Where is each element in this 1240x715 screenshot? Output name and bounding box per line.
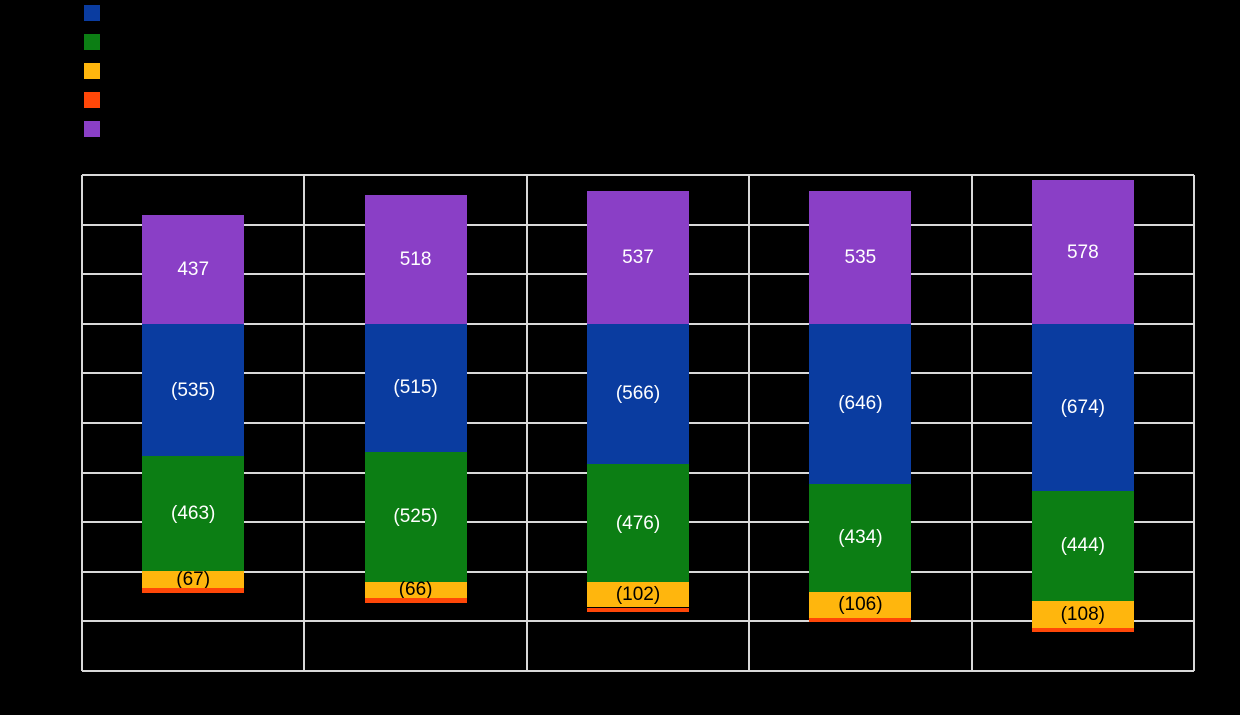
bar-value-label: (102) (615, 584, 661, 606)
legend-swatch-orange-red-icon (84, 92, 100, 108)
bar-segment-orange-red (142, 587, 245, 593)
bar-segment-orange-red (587, 607, 689, 612)
bar-segment-green: (444) (1031, 490, 1134, 602)
bar-segment-orange-red (1031, 627, 1134, 633)
bar-segment-amber: (102) (587, 582, 689, 608)
bar-value-label: (476) (615, 512, 661, 534)
bar-segment-green: (476) (587, 464, 689, 583)
bar-segment-orange-red (364, 598, 467, 603)
gridline-vertical (81, 175, 83, 671)
legend-item-blue (84, 5, 108, 21)
bar-segment-orange-red (809, 617, 912, 623)
bar-segment-purple: 537 (587, 190, 689, 324)
bar-segment-green: (525) (364, 451, 467, 582)
bar-value-label: 537 (622, 246, 654, 268)
bar-segment-amber: (66) (364, 579, 467, 601)
bar-value-label: (646) (838, 393, 883, 415)
bar-value-label: (444) (1060, 535, 1105, 557)
bar-value-label: (66) (398, 579, 433, 601)
legend-item-orange-red (84, 92, 108, 108)
bar-segment-purple: 578 (1031, 180, 1134, 324)
bar-segment-blue: (515) (364, 323, 467, 452)
plot-area: (535) (463) (67) 437 (515) (525) (66) 518 (566) (… (81, 174, 1195, 672)
bar-segment-purple: 518 (364, 195, 467, 324)
gridline-horizontal (82, 174, 1194, 176)
gridline-vertical (748, 175, 750, 671)
bar-segment-purple: 535 (809, 191, 912, 324)
legend (84, 5, 108, 150)
bar-value-label: (434) (838, 527, 883, 549)
legend-swatch-blue-icon (84, 5, 100, 21)
bar-value-label: 535 (844, 246, 877, 268)
bar-value-label: (515) (393, 377, 438, 399)
legend-swatch-green-icon (84, 34, 100, 50)
gridline-vertical (526, 175, 528, 671)
bar-segment-blue: (674) (1031, 323, 1134, 491)
bar-value-label: (525) (393, 506, 438, 528)
legend-item-purple (84, 121, 108, 137)
bar-value-label: (463) (171, 503, 216, 525)
gridline-vertical (1193, 175, 1195, 671)
bar-value-label: 518 (399, 249, 432, 271)
gridline-vertical (971, 175, 973, 671)
bar-segment-amber: (106) (809, 591, 912, 618)
gridline-horizontal (82, 620, 1194, 623)
bar-segment-blue: (646) (809, 323, 912, 484)
bar-segment-purple: 437 (142, 215, 245, 324)
bar-segment-blue: (535) (142, 323, 245, 457)
bar-segment-amber: (67) (142, 569, 245, 591)
bar-segment-blue: (566) (587, 323, 689, 465)
legend-item-green (84, 34, 108, 50)
legend-item-amber (84, 63, 108, 79)
bar-value-label: (67) (176, 569, 211, 591)
bar-segment-green: (434) (809, 484, 912, 592)
bar-value-label: (535) (171, 379, 216, 401)
gridline-horizontal (82, 670, 1194, 672)
bar-segment-green: (463) (142, 456, 245, 572)
bar-value-label: (674) (1060, 396, 1105, 418)
bar-value-label: (106) (838, 594, 883, 616)
bar-value-label: (108) (1060, 603, 1105, 625)
bar-value-label: 437 (177, 259, 210, 281)
legend-swatch-amber-icon (84, 63, 100, 79)
legend-swatch-purple-icon (84, 121, 100, 137)
bar-value-label: (566) (615, 383, 661, 405)
bar-value-label: 578 (1066, 241, 1099, 263)
bar-segment-amber: (108) (1031, 601, 1134, 628)
gridline-vertical (303, 175, 305, 671)
